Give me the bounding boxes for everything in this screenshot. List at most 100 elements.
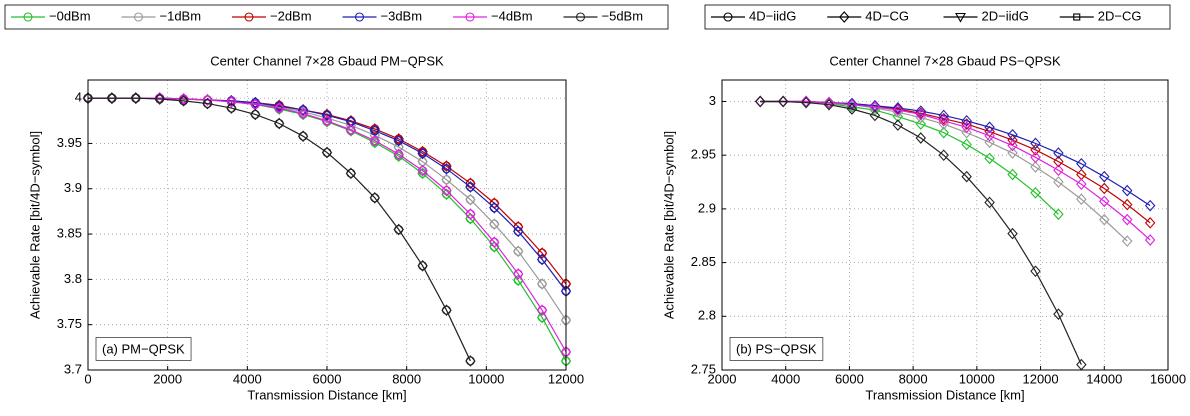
marker bbox=[1076, 157, 1087, 170]
marker bbox=[1053, 164, 1064, 177]
series-line bbox=[760, 100, 1059, 215]
x-tick-label: 4000 bbox=[233, 371, 262, 386]
marker bbox=[1007, 227, 1018, 240]
marker bbox=[393, 141, 404, 153]
marker bbox=[915, 118, 927, 130]
y-tick-label: 4 bbox=[75, 90, 82, 105]
legend-label: −4dBm bbox=[491, 8, 533, 23]
marker bbox=[961, 126, 972, 139]
y-axis-label: Achievable Rate [bit/4D−symbol] bbox=[661, 131, 676, 319]
marker bbox=[512, 268, 524, 280]
legend-marker bbox=[354, 12, 365, 22]
x-tick-label: 6000 bbox=[313, 371, 342, 386]
marker bbox=[489, 218, 500, 230]
marker bbox=[1007, 139, 1018, 152]
marker bbox=[915, 132, 927, 144]
y-tick-label: 2.95 bbox=[691, 147, 716, 162]
marker bbox=[984, 130, 995, 142]
marker bbox=[393, 148, 404, 161]
marker bbox=[1144, 217, 1156, 229]
x-axis-label: Transmission Distance [km] bbox=[865, 387, 1024, 402]
marker bbox=[441, 173, 452, 186]
y-axis-label: Achievable Rate [bit/4D−symbol] bbox=[27, 131, 42, 319]
marker bbox=[984, 152, 995, 165]
marker bbox=[1007, 168, 1018, 181]
marker bbox=[465, 355, 476, 367]
marker bbox=[106, 92, 118, 104]
legend-label: 4D−CG bbox=[865, 8, 909, 23]
legend-marker bbox=[575, 12, 586, 22]
chart-title: Center Channel 7×28 Gbaud PS−QPSK bbox=[829, 53, 1061, 68]
marker bbox=[441, 160, 452, 172]
legend-box bbox=[4, 4, 669, 30]
marker bbox=[130, 92, 142, 104]
marker bbox=[417, 164, 428, 177]
x-tick-label: 10000 bbox=[468, 371, 504, 386]
marker bbox=[754, 95, 766, 108]
x-tick-label: 8000 bbox=[899, 371, 928, 386]
marker bbox=[1076, 178, 1087, 191]
marker bbox=[823, 98, 835, 111]
marker bbox=[984, 136, 995, 149]
y-tick-label: 2.9 bbox=[698, 200, 716, 215]
marker bbox=[536, 278, 548, 290]
marker bbox=[273, 100, 285, 113]
marker bbox=[1121, 213, 1133, 226]
marker bbox=[915, 108, 927, 121]
marker bbox=[961, 170, 972, 183]
marker bbox=[273, 102, 285, 114]
marker bbox=[369, 136, 381, 149]
marker bbox=[512, 245, 524, 258]
marker bbox=[1030, 151, 1041, 164]
marker bbox=[777, 95, 789, 108]
marker bbox=[369, 123, 381, 135]
legend-marker bbox=[955, 12, 966, 23]
marker bbox=[961, 138, 972, 151]
marker bbox=[536, 304, 548, 317]
marker bbox=[489, 236, 500, 249]
marker bbox=[393, 150, 404, 162]
marker bbox=[800, 95, 812, 108]
legend-marker bbox=[1073, 13, 1081, 21]
marker bbox=[489, 201, 500, 214]
x-tick-label: 0 bbox=[84, 371, 91, 386]
marker bbox=[1099, 213, 1110, 226]
marker bbox=[178, 93, 189, 105]
marker bbox=[846, 98, 858, 111]
marker bbox=[178, 95, 189, 107]
y-tick-label: 3.85 bbox=[57, 226, 82, 241]
marker bbox=[984, 196, 995, 209]
x-tick-label: 6000 bbox=[835, 371, 864, 386]
marker bbox=[846, 103, 858, 115]
series-line bbox=[88, 97, 567, 353]
marker bbox=[512, 225, 524, 238]
marker bbox=[441, 304, 452, 317]
marker bbox=[297, 130, 309, 143]
marker bbox=[417, 259, 428, 272]
marker bbox=[984, 121, 995, 134]
marker bbox=[892, 102, 904, 114]
marker bbox=[369, 191, 381, 204]
legend-marker bbox=[723, 12, 733, 22]
series-line bbox=[760, 100, 1151, 207]
legend-marker bbox=[839, 11, 850, 23]
marker bbox=[1053, 155, 1064, 168]
marker bbox=[297, 104, 309, 116]
marker bbox=[938, 126, 949, 139]
marker bbox=[800, 96, 812, 109]
marker bbox=[417, 147, 428, 160]
marker bbox=[1030, 143, 1041, 156]
annotation: (a) PM−QPSK bbox=[102, 341, 185, 356]
y-tick-label: 3.7 bbox=[64, 361, 82, 376]
marker bbox=[1144, 199, 1156, 212]
series-line bbox=[760, 100, 1082, 365]
x-tick-label: 10000 bbox=[959, 371, 995, 386]
marker bbox=[1076, 193, 1087, 206]
legend-label: 2D−CG bbox=[1098, 8, 1142, 23]
annotation-box bbox=[729, 337, 824, 361]
legend-marker bbox=[133, 12, 144, 22]
marker bbox=[984, 125, 995, 138]
legend-label: −2dBm bbox=[270, 8, 312, 23]
marker bbox=[393, 133, 404, 145]
legend-label: 4D−iidG bbox=[749, 8, 796, 23]
